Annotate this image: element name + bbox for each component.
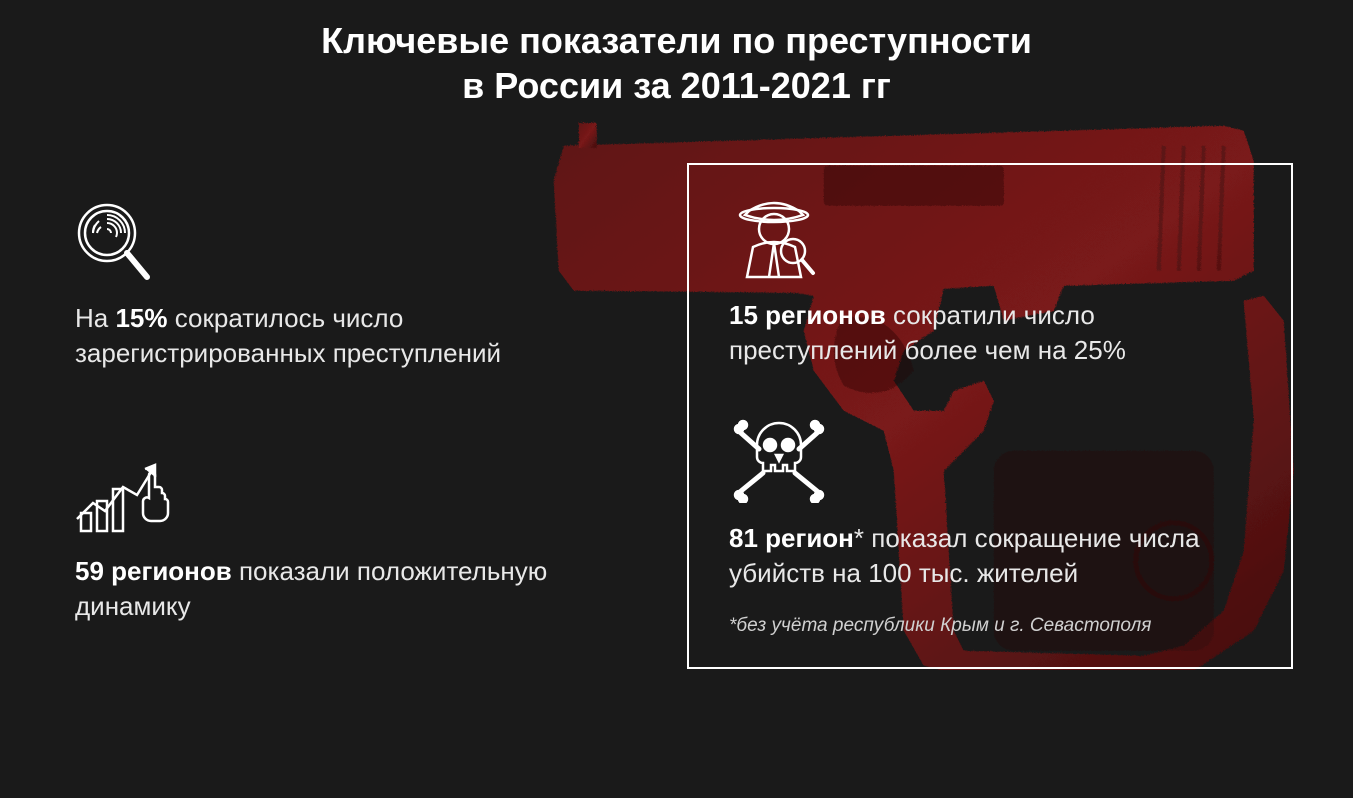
stat-text: 81 регион* показал сокращение числа убий… (729, 521, 1251, 591)
icon-container (729, 195, 1251, 280)
icon-container (729, 418, 1251, 503)
fingerprint-magnifier-icon (75, 201, 153, 283)
icon-container (75, 451, 597, 536)
icon-container (75, 198, 597, 283)
stat-text: На 15% сократилось число зарегистрирован… (75, 301, 597, 371)
skull-bones-icon (729, 415, 829, 503)
stat-text: 15 регионов сократили число преступлений… (729, 298, 1251, 368)
stat-text: 59 регионов показали положительную динам… (75, 554, 597, 624)
stat-block-positive-trend: 59 регионов показали положительную динам… (75, 451, 597, 624)
stats-grid: На 15% сократилось число зарегистрирован… (0, 108, 1353, 669)
footnote: *без учёта республики Крым и г. Севастоп… (729, 615, 1251, 637)
detective-icon (729, 185, 819, 280)
stat-block-regions-25pct: 15 регионов сократили число преступлений… (729, 195, 1251, 368)
growth-chart-icon (75, 451, 185, 536)
left-column: На 15% сократилось число зарегистрирован… (75, 198, 597, 669)
stat-block-crimes-reduced: На 15% сократилось число зарегистрирован… (75, 198, 597, 371)
stat-block-homicide-rate: 81 регион* показал сокращение числа убий… (729, 418, 1251, 637)
title-line-2: в России за 2011-2021 гг (462, 65, 891, 106)
right-column-boxed: 15 регионов сократили число преступлений… (687, 163, 1293, 669)
title-line-1: Ключевые показатели по преступности (321, 20, 1032, 61)
page-title: Ключевые показатели по преступности в Ро… (0, 0, 1353, 108)
